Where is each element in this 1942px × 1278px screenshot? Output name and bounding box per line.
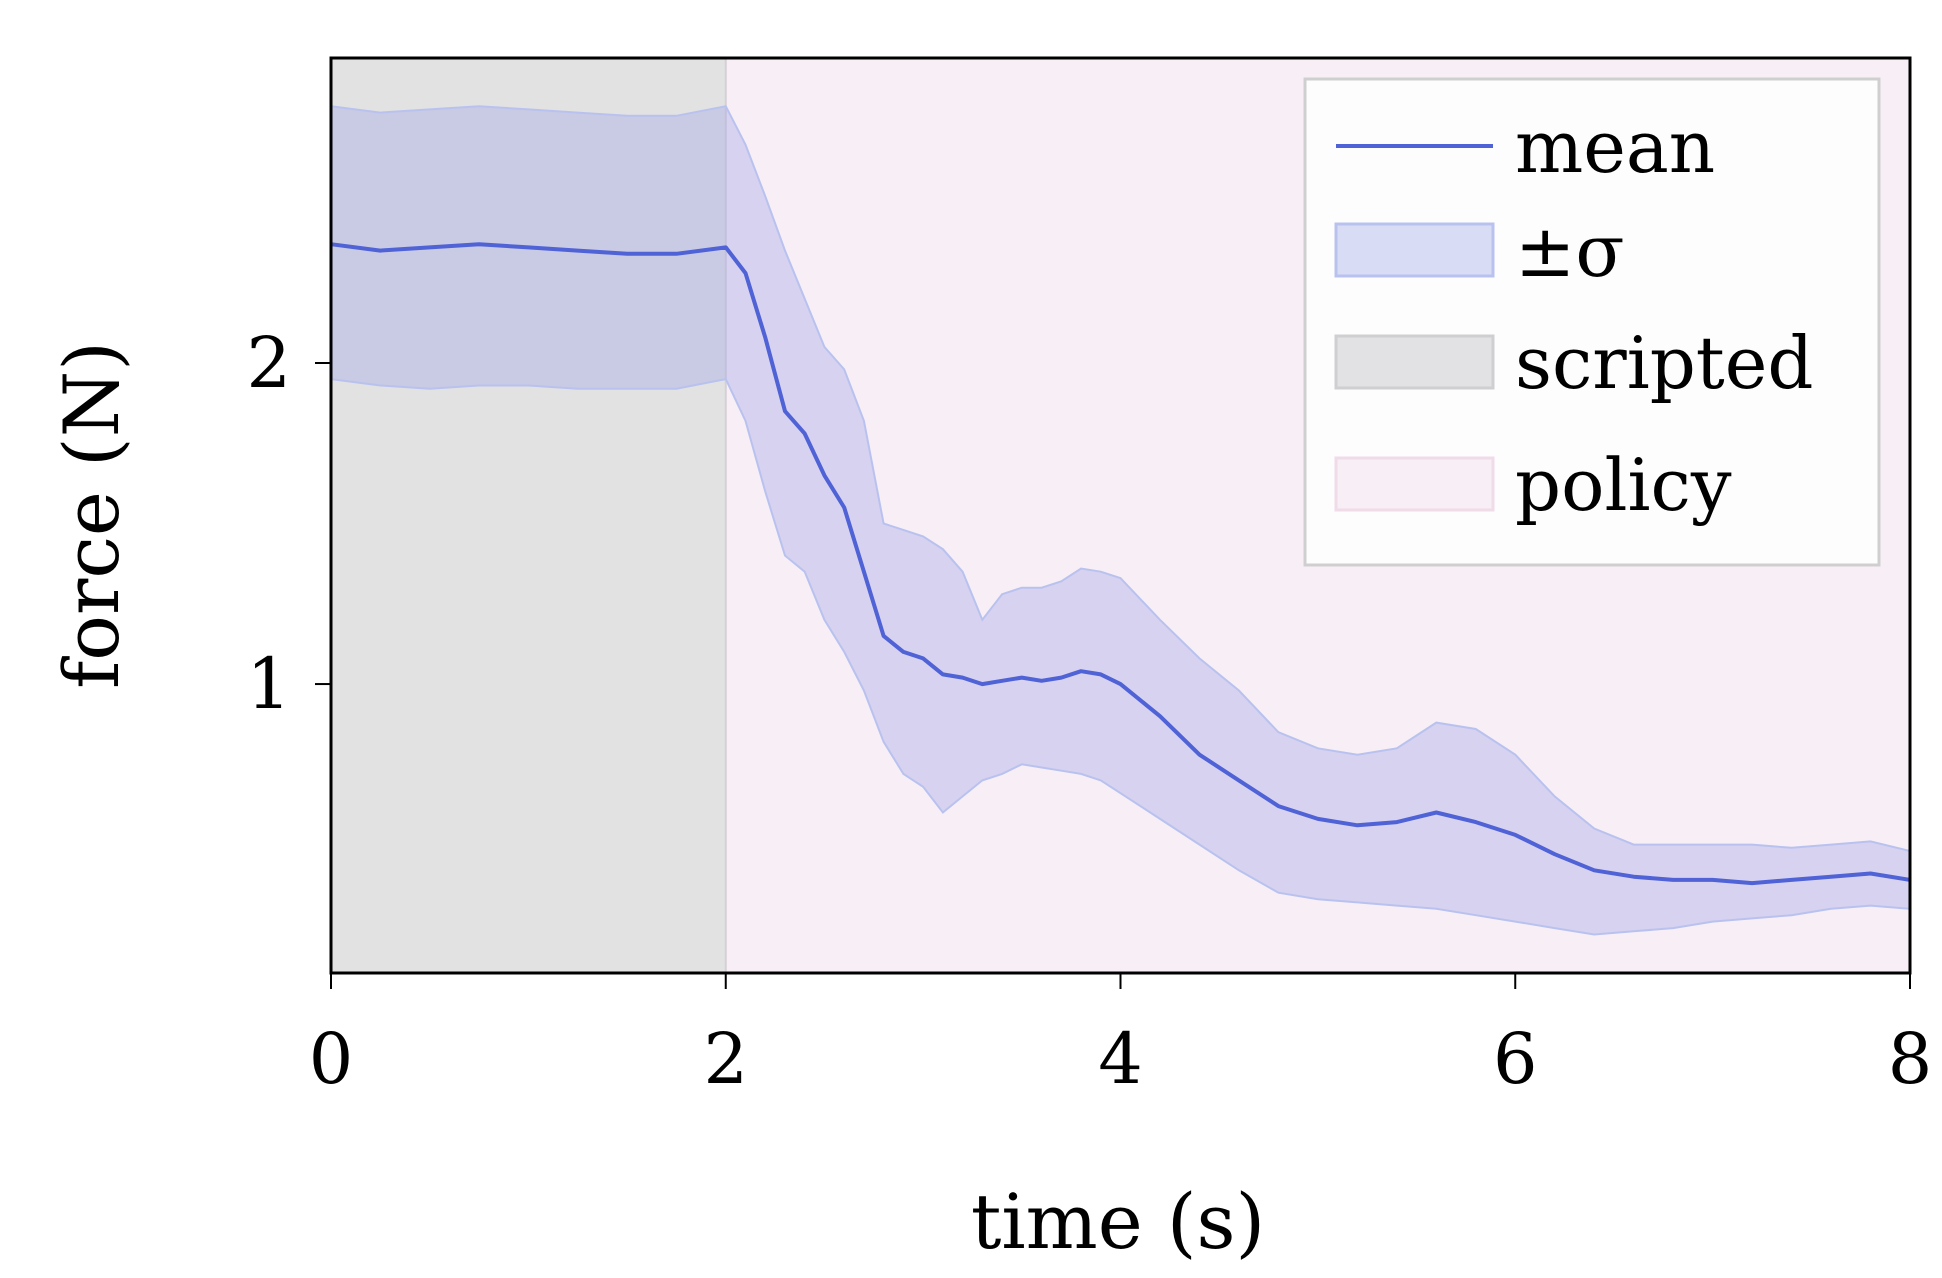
y-axis-label: force (N) <box>47 341 136 689</box>
legend-label: scripted <box>1515 321 1813 405</box>
legend-label: mean <box>1515 105 1715 189</box>
axes: 0 2 4 6 8 1 2 <box>246 56 1933 1100</box>
x-tick-label: 2 <box>703 1018 748 1100</box>
region-scripted <box>331 58 726 973</box>
legend: mean ±σ scripted policy <box>1303 77 1881 567</box>
mean-line <box>330 242 1911 886</box>
legend-swatch <box>1334 334 1495 390</box>
legend-swatch <box>1334 456 1495 512</box>
x-tick-label: 6 <box>1493 1018 1538 1100</box>
x-tick-label: 0 <box>309 1018 354 1100</box>
y-tick-label: 1 <box>246 643 291 725</box>
x-axis-label: time (s) <box>971 1177 1265 1266</box>
x-tick-label: 4 <box>1098 1018 1143 1100</box>
x-tick-label: 8 <box>1888 1018 1933 1100</box>
legend-swatch <box>1334 222 1495 278</box>
y-tick-label: 2 <box>246 322 291 404</box>
legend-label: policy <box>1515 443 1732 527</box>
legend-label: ±σ <box>1515 209 1624 293</box>
